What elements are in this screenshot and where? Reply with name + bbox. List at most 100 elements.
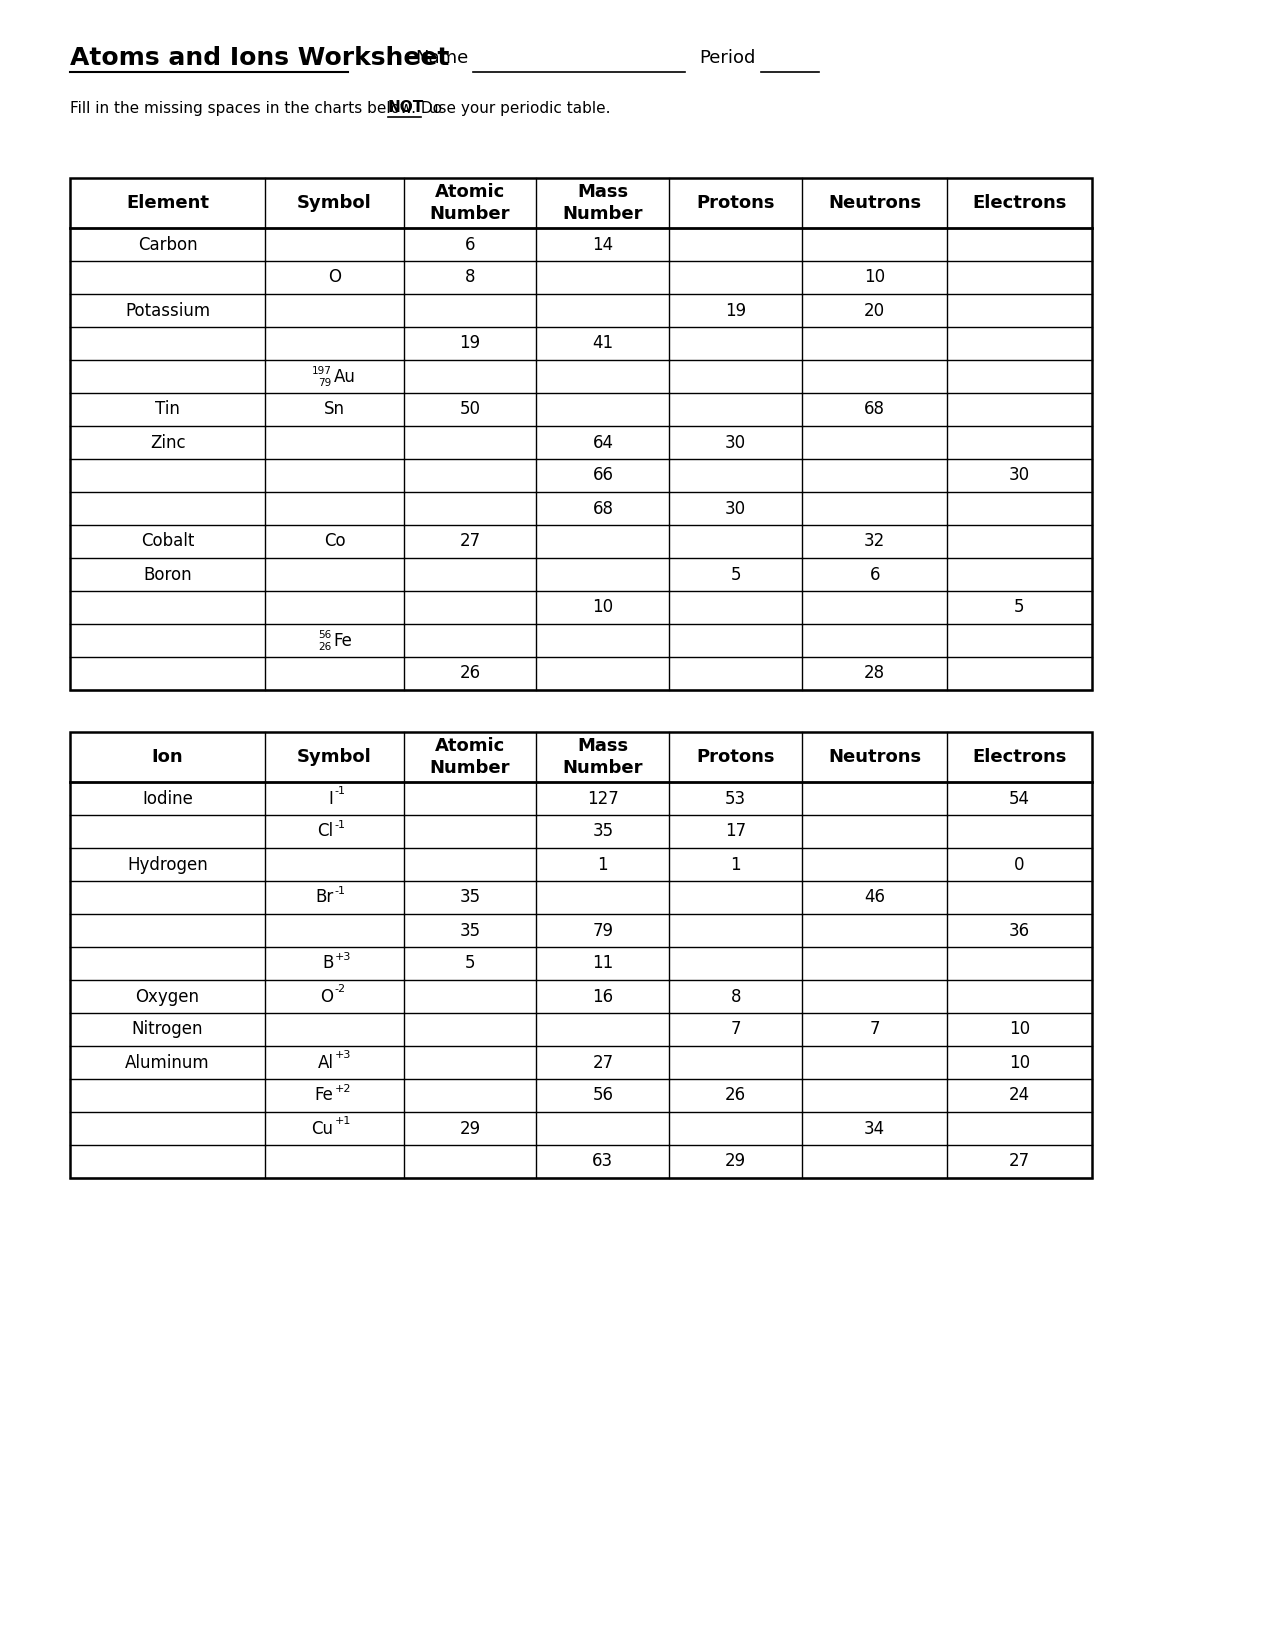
Text: 26: 26 bbox=[459, 665, 481, 683]
Text: 16: 16 bbox=[593, 987, 613, 1005]
Text: 0: 0 bbox=[1014, 855, 1025, 873]
Text: 26: 26 bbox=[319, 642, 332, 652]
Text: 63: 63 bbox=[593, 1152, 613, 1170]
Text: 127: 127 bbox=[586, 789, 618, 807]
Text: Iodine: Iodine bbox=[143, 789, 193, 807]
Text: Electrons: Electrons bbox=[973, 195, 1067, 211]
Text: Br: Br bbox=[315, 888, 334, 906]
Text: 50: 50 bbox=[459, 401, 481, 419]
Text: 6: 6 bbox=[870, 566, 880, 584]
Text: 7: 7 bbox=[870, 1020, 880, 1038]
Text: Al: Al bbox=[317, 1053, 334, 1071]
Text: 10: 10 bbox=[864, 269, 885, 287]
Text: 24: 24 bbox=[1009, 1086, 1030, 1104]
Text: Co: Co bbox=[324, 533, 346, 551]
Text: 46: 46 bbox=[864, 888, 885, 906]
Text: -1: -1 bbox=[334, 820, 346, 830]
Bar bbox=[70, 733, 1091, 1178]
Text: +3: +3 bbox=[334, 1051, 351, 1061]
Text: 64: 64 bbox=[593, 434, 613, 452]
Text: Name: Name bbox=[414, 50, 468, 68]
Text: 30: 30 bbox=[725, 434, 746, 452]
Text: 79: 79 bbox=[319, 378, 332, 388]
Text: 79: 79 bbox=[593, 921, 613, 939]
Text: Cobalt: Cobalt bbox=[142, 533, 194, 551]
Text: -1: -1 bbox=[334, 886, 346, 896]
Text: Symbol: Symbol bbox=[297, 747, 372, 766]
Text: Carbon: Carbon bbox=[138, 236, 198, 254]
Text: Element: Element bbox=[126, 195, 209, 211]
Text: Atomic
Number: Atomic Number bbox=[430, 183, 510, 223]
Text: 10: 10 bbox=[1009, 1053, 1030, 1071]
Text: 68: 68 bbox=[864, 401, 885, 419]
Text: Au: Au bbox=[334, 368, 356, 386]
Text: 17: 17 bbox=[725, 822, 746, 840]
Text: 6: 6 bbox=[465, 236, 476, 254]
Text: I: I bbox=[329, 789, 334, 807]
Text: Ion: Ion bbox=[152, 747, 184, 766]
Text: Neutrons: Neutrons bbox=[829, 747, 922, 766]
Text: Fe: Fe bbox=[315, 1086, 334, 1104]
Text: 68: 68 bbox=[593, 500, 613, 518]
Text: 32: 32 bbox=[864, 533, 885, 551]
Text: 35: 35 bbox=[459, 888, 481, 906]
Text: 197: 197 bbox=[311, 366, 332, 376]
Text: 20: 20 bbox=[864, 302, 885, 320]
Text: Aluminum: Aluminum bbox=[125, 1053, 210, 1071]
Text: 54: 54 bbox=[1009, 789, 1030, 807]
Text: 56: 56 bbox=[319, 630, 332, 640]
Text: 8: 8 bbox=[731, 987, 741, 1005]
Text: 26: 26 bbox=[725, 1086, 746, 1104]
Text: +1: +1 bbox=[334, 1117, 351, 1127]
Text: Potassium: Potassium bbox=[125, 302, 210, 320]
Text: +3: +3 bbox=[334, 952, 351, 962]
Text: O: O bbox=[320, 987, 334, 1005]
Text: 10: 10 bbox=[593, 599, 613, 617]
Text: 14: 14 bbox=[593, 236, 613, 254]
Text: Fill in the missing spaces in the charts below. Do: Fill in the missing spaces in the charts… bbox=[70, 101, 446, 116]
Text: 1: 1 bbox=[598, 855, 608, 873]
Text: 10: 10 bbox=[1009, 1020, 1030, 1038]
Text: 41: 41 bbox=[593, 335, 613, 353]
Text: Cl: Cl bbox=[317, 822, 334, 840]
Text: Sn: Sn bbox=[324, 401, 346, 419]
Text: 66: 66 bbox=[593, 467, 613, 485]
Bar bbox=[70, 178, 1091, 690]
Text: 11: 11 bbox=[593, 954, 613, 972]
Text: 35: 35 bbox=[459, 921, 481, 939]
Text: Electrons: Electrons bbox=[973, 747, 1067, 766]
Text: Nitrogen: Nitrogen bbox=[131, 1020, 203, 1038]
Text: Period: Period bbox=[699, 50, 755, 68]
Text: Hydrogen: Hydrogen bbox=[128, 855, 208, 873]
Text: 27: 27 bbox=[1009, 1152, 1030, 1170]
Text: 19: 19 bbox=[459, 335, 481, 353]
Text: 34: 34 bbox=[864, 1119, 885, 1137]
Text: 5: 5 bbox=[1014, 599, 1025, 617]
Text: Tin: Tin bbox=[156, 401, 180, 419]
Text: 30: 30 bbox=[725, 500, 746, 518]
Text: Fe: Fe bbox=[334, 632, 352, 650]
Text: Atomic
Number: Atomic Number bbox=[430, 738, 510, 777]
Text: NOT: NOT bbox=[388, 101, 425, 116]
Text: Symbol: Symbol bbox=[297, 195, 372, 211]
Text: 27: 27 bbox=[459, 533, 481, 551]
Text: Protons: Protons bbox=[696, 747, 775, 766]
Text: 1: 1 bbox=[731, 855, 741, 873]
Text: 56: 56 bbox=[593, 1086, 613, 1104]
Text: 53: 53 bbox=[725, 789, 746, 807]
Text: Protons: Protons bbox=[696, 195, 775, 211]
Text: Neutrons: Neutrons bbox=[829, 195, 922, 211]
Text: 7: 7 bbox=[731, 1020, 741, 1038]
Text: use your periodic table.: use your periodic table. bbox=[425, 101, 611, 116]
Text: Mass
Number: Mass Number bbox=[562, 738, 643, 777]
Text: Mass
Number: Mass Number bbox=[562, 183, 643, 223]
Text: 5: 5 bbox=[465, 954, 476, 972]
Text: Oxygen: Oxygen bbox=[135, 987, 200, 1005]
Text: 19: 19 bbox=[725, 302, 746, 320]
Text: 29: 29 bbox=[725, 1152, 746, 1170]
Text: O: O bbox=[328, 269, 340, 287]
Text: Boron: Boron bbox=[143, 566, 193, 584]
Text: -2: -2 bbox=[334, 985, 346, 995]
Text: 27: 27 bbox=[593, 1053, 613, 1071]
Text: 5: 5 bbox=[731, 566, 741, 584]
